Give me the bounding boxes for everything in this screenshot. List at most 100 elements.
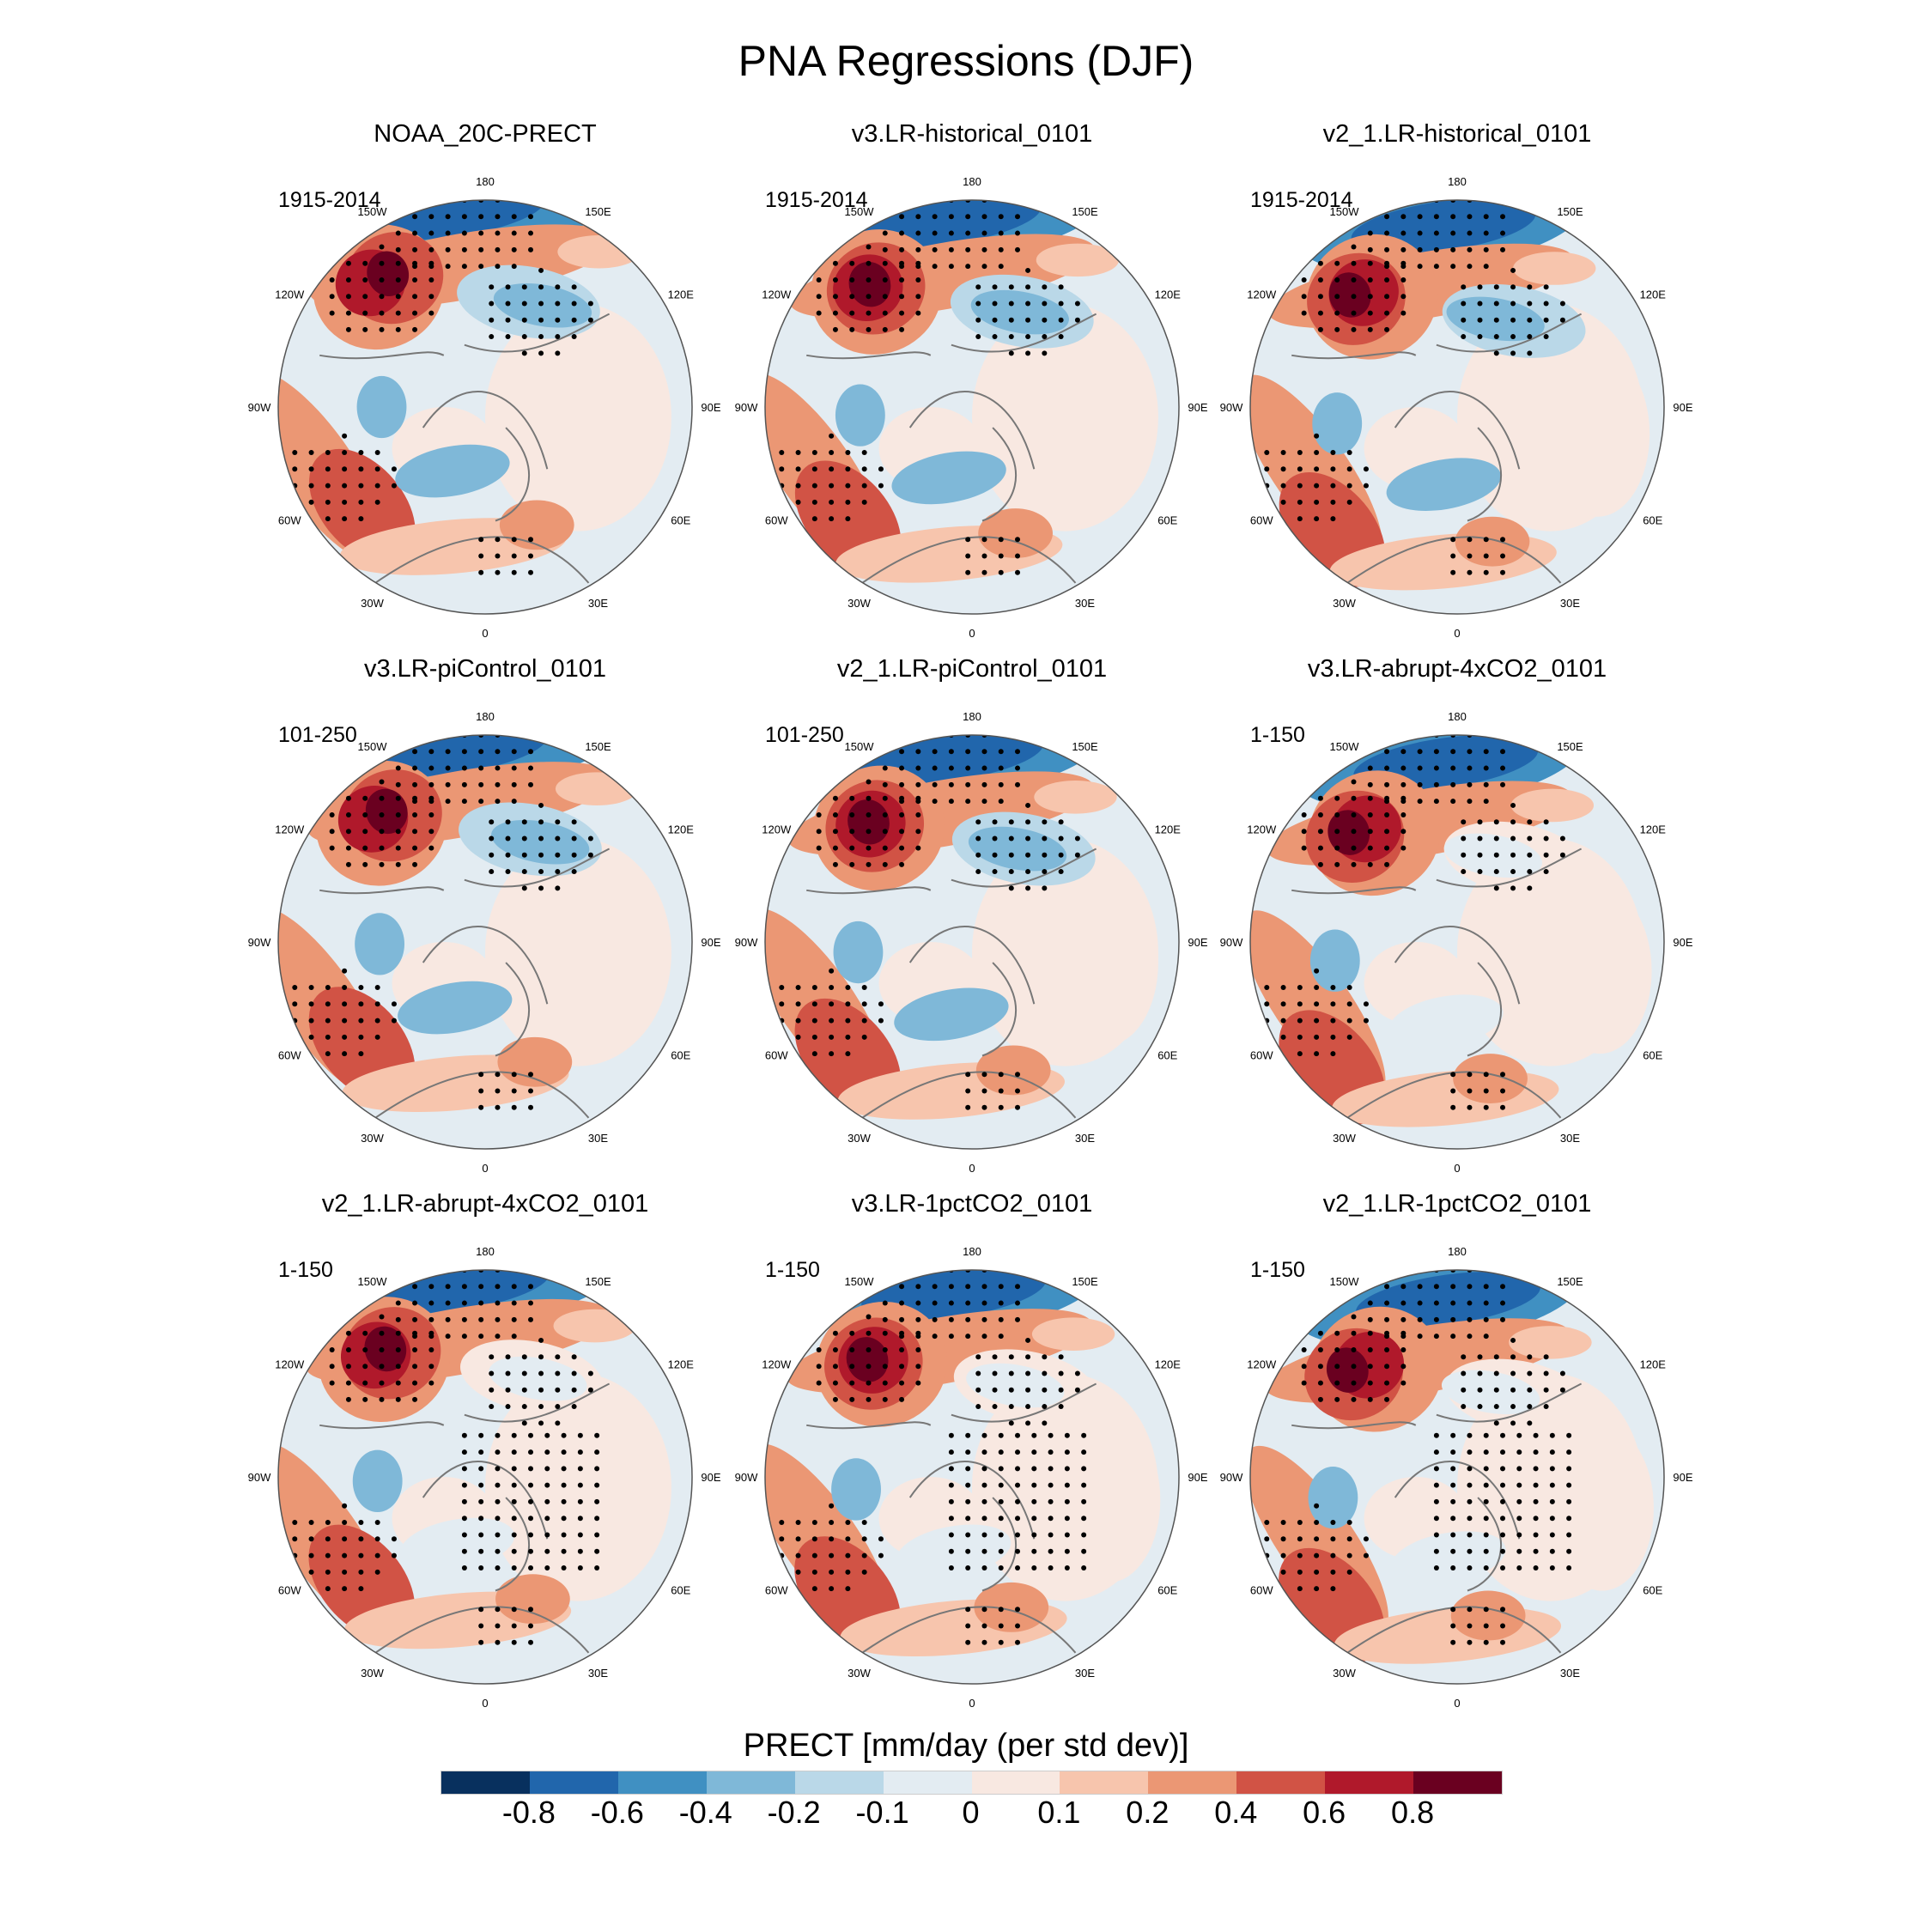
panel-period: 1-150 [1250, 1258, 1305, 1282]
longitude-label: 180 [476, 1245, 495, 1258]
coastline [806, 351, 932, 360]
longitude-label: 90E [1673, 1471, 1692, 1484]
longitude-label: 150E [585, 1275, 611, 1288]
map-panel: v3.LR-abrupt-4xCO2_0101 1-150 0 30E 60E 90E 12… [1220, 655, 1693, 1175]
longitude-label: 30W [361, 597, 384, 610]
map-boundary [764, 1269, 1180, 1685]
colorbar-bin [529, 1771, 618, 1794]
longitude-label: 90W [1220, 1471, 1243, 1484]
anomaly-contour [362, 735, 548, 777]
panel-period: 1915-2014 [765, 188, 868, 212]
map-panels: NOAA_20C-PRECT 1915-2014 0 30E 60E 90E 120E 150… [248, 120, 1693, 1710]
panel-title: v3.LR-1pctCO2_0101 [852, 1190, 1093, 1218]
panel-title: v2_1.LR-abrupt-4xCO2_0101 [322, 1190, 648, 1218]
map-field [1250, 200, 1664, 614]
colorbar-tick-label: 0.4 [1214, 1795, 1258, 1830]
map-boundary [1249, 734, 1665, 1150]
significance-stippling [1264, 200, 1565, 575]
anomaly-contour [364, 1326, 407, 1372]
coastline [1394, 391, 1521, 470]
coastline [1291, 351, 1417, 360]
longitude-label: 30E [1560, 597, 1580, 610]
map-panel: v2_1.LR-historical_0101 1915-2014 0 30E 60E 9… [1220, 120, 1693, 640]
panel-period: 1915-2014 [278, 188, 381, 212]
anomaly-contour [559, 872, 664, 1037]
panel-period: 101-250 [765, 723, 844, 747]
anomaly-contour [1509, 1326, 1592, 1359]
anomaly-contour [553, 1309, 636, 1343]
longitude-label: 60E [1643, 514, 1662, 527]
coastline [1394, 926, 1521, 1005]
longitude-label: 60E [671, 1049, 690, 1062]
longitude-label: 90W [735, 401, 758, 414]
longitude-label: 150E [1557, 1275, 1583, 1288]
anomaly-contour [1056, 1417, 1161, 1583]
longitude-label: 150E [585, 740, 611, 753]
coastline [319, 886, 445, 895]
anomaly-contour [355, 913, 405, 975]
anomaly-contour [831, 1458, 881, 1521]
coastline [806, 1421, 932, 1430]
anomaly-contour [489, 1356, 587, 1401]
longitude-label: 90E [1188, 401, 1207, 414]
map-panel: v2_1.LR-1pctCO2_0101 1-150 0 30E 60E 90E 120E 1… [1220, 1190, 1693, 1710]
coastline [464, 1382, 611, 1423]
longitude-label: 120W [275, 289, 305, 301]
longitude-label: 120W [1247, 823, 1277, 836]
longitude-label: 120E [668, 823, 695, 836]
map-panel: v3.LR-1pctCO2_0101 1-150 0 30E 60E 90E 120E 150… [735, 1190, 1208, 1710]
longitude-label: 150W [358, 740, 388, 753]
longitude-label: 0 [969, 1697, 975, 1710]
longitude-label: 90E [1673, 936, 1692, 949]
longitude-label: 120E [1640, 1358, 1667, 1371]
significance-stippling [292, 200, 593, 575]
anomaly-contour [966, 1363, 1065, 1408]
longitude-label: 60W [1250, 1584, 1273, 1597]
longitude-label: 120E [1155, 823, 1182, 836]
longitude-label: 180 [1448, 1245, 1467, 1258]
anomaly-contour [833, 920, 884, 984]
anomaly-contour [1391, 1531, 1506, 1584]
anomaly-contour [1443, 833, 1542, 878]
colorbar-bin [794, 1771, 884, 1794]
longitude-label: 0 [1454, 627, 1460, 640]
anomaly-contour [1510, 788, 1595, 823]
longitude-label: 60W [765, 1584, 788, 1597]
significance-stippling [292, 1270, 600, 1645]
longitude-label: 0 [482, 1162, 488, 1175]
colorbar-tick-label: 0.6 [1303, 1795, 1346, 1830]
coastline [951, 313, 1097, 353]
anomaly-contour [1548, 888, 1652, 1054]
longitude-label: 30W [1333, 1667, 1356, 1680]
map-panel: v2_1.LR-piControl_0101 101-250 0 30E 60E 90E 1… [735, 655, 1208, 1175]
anomaly-contour [491, 819, 590, 865]
longitude-label: 120W [275, 1358, 305, 1371]
longitude-label: 90W [248, 1471, 271, 1484]
longitude-label: 150W [845, 740, 875, 753]
map-panel: NOAA_20C-PRECT 1915-2014 0 30E 60E 90E 120E 150… [248, 120, 721, 640]
longitude-label: 0 [482, 627, 488, 640]
anomaly-contour [562, 1408, 665, 1575]
map-boundary [277, 199, 693, 615]
longitude-label: 30E [1075, 597, 1095, 610]
coastline [1467, 1497, 1503, 1592]
anomaly-contour [1455, 516, 1530, 567]
map-boundary [277, 734, 693, 1150]
longitude-label: 120E [1640, 289, 1667, 301]
coastline [1291, 886, 1417, 895]
longitude-label: 120W [762, 823, 792, 836]
longitude-label: 60E [1643, 1584, 1662, 1597]
longitude-label: 120W [1247, 289, 1277, 301]
colorbar-bin [883, 1771, 972, 1794]
colorbar-bin [1236, 1771, 1326, 1794]
coastline [981, 962, 1018, 1057]
anomaly-contour [1441, 1370, 1540, 1415]
anomaly-contour [1450, 1590, 1526, 1641]
anomaly-contour [557, 334, 661, 501]
coastline [464, 848, 611, 888]
anomaly-contour [399, 1517, 515, 1571]
anomaly-contour [1034, 781, 1117, 814]
colorbar-bin [1413, 1771, 1503, 1794]
colorbar-bin [971, 1771, 1060, 1794]
map-boundary [1249, 1269, 1665, 1685]
